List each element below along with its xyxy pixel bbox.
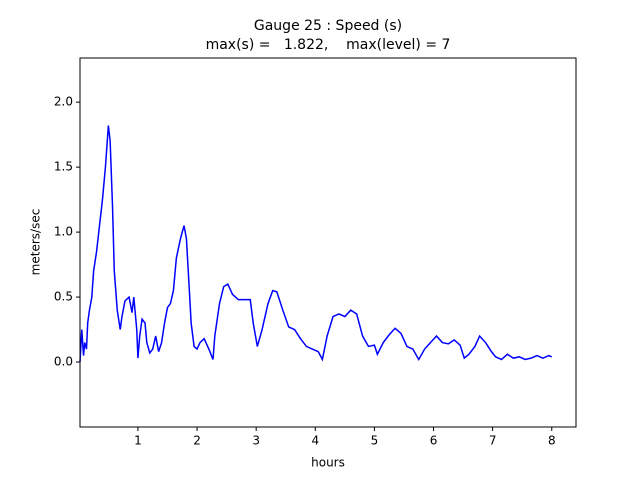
y-axis-label: meters/sec (29, 209, 43, 276)
x-tick-label: 6 (430, 434, 438, 448)
x-tick-label: 4 (311, 434, 319, 448)
x-tick-label: 2 (193, 434, 201, 448)
x-axis-label: hours (311, 456, 345, 470)
x-tick-label: 5 (371, 434, 379, 448)
y-tick-label: 1.0 (54, 225, 73, 239)
y-tick-label: 0.5 (54, 290, 73, 304)
x-tick-label: 8 (548, 434, 556, 448)
y-tick-label: 1.5 (54, 160, 73, 174)
y-tick-label: 0.0 (54, 355, 73, 369)
y-tick-label: 2.0 (54, 95, 73, 109)
chart-subtitle: max(s) = 1.822, max(level) = 7 (206, 37, 451, 53)
x-tick-label: 1 (134, 434, 142, 448)
plot-frame (79, 57, 577, 428)
chart-title: Gauge 25 : Speed (s) (254, 18, 402, 34)
data-line (79, 125, 553, 363)
x-tick-label: 3 (252, 434, 260, 448)
x-tick-label: 7 (489, 434, 497, 448)
